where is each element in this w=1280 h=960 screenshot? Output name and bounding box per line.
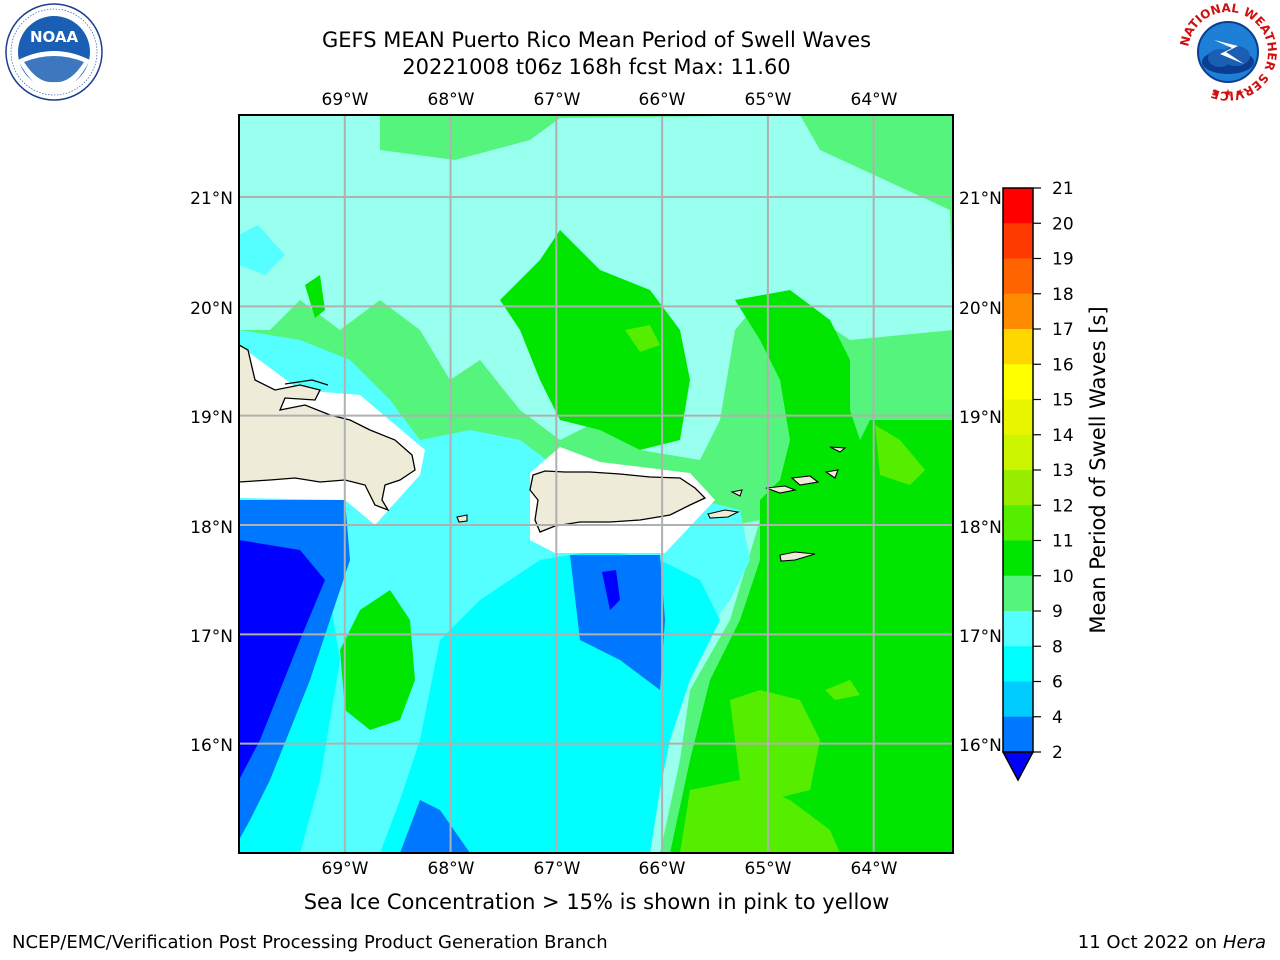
lon-label-bottom: 67°W: [534, 859, 581, 879]
footer-date: 11 Oct 2022 on Hera: [1078, 932, 1266, 953]
colorbar-extend-arrow: [1001, 751, 1035, 782]
map-subtitle: 20221008 t06z 168h fcst Max: 11.60: [402, 55, 791, 79]
colorbar-swatch: [1003, 646, 1033, 682]
lat-label-left: 16°N: [190, 736, 233, 756]
lat-label-right: 16°N: [959, 736, 1002, 756]
lon-label-top: 64°W: [851, 90, 898, 110]
map-frame: [238, 114, 954, 854]
colorbar-tick-label: 6: [1052, 673, 1063, 693]
colorbar-tick-label: 2: [1052, 743, 1063, 763]
colorbar-swatch: [1003, 258, 1033, 295]
colorbar-tick-label: 12: [1052, 496, 1074, 516]
map-gridlines: [239, 115, 953, 853]
colorbar-tick-label: 11: [1052, 532, 1074, 552]
colorbar-swatch: [1003, 540, 1033, 577]
lon-labels-bottom: 69°W 68°W 67°W 66°W 65°W 64°W: [322, 859, 898, 879]
lat-labels-left: 21°N 20°N 19°N 18°N 17°N 16°N: [190, 189, 233, 756]
colorbar-swatch: [1003, 505, 1033, 541]
footer-date-text: 11 Oct 2022 on: [1077, 932, 1223, 953]
lat-labels-right: 21°N 20°N 19°N 18°N 17°N 16°N: [959, 189, 1002, 756]
lat-label-right: 19°N: [959, 408, 1002, 428]
colorbar-tick-label: 9: [1052, 602, 1063, 622]
colorbar-tick-label: 20: [1052, 214, 1074, 234]
colorbar-swatch: [1003, 434, 1033, 471]
lat-label-left: 19°N: [190, 408, 233, 428]
lon-label-bottom: 64°W: [851, 859, 898, 879]
footer-credit: NCEP/EMC/Verification Post Processing Pr…: [12, 932, 608, 953]
colorbar-swatch: [1003, 716, 1033, 753]
colorbar-tick-label: 13: [1052, 461, 1074, 481]
colorbar-tick-label: 14: [1052, 426, 1074, 446]
lon-label-bottom: 69°W: [322, 859, 369, 879]
colorbar-tick-label: 17: [1052, 320, 1074, 340]
lat-label-right: 18°N: [959, 518, 1002, 538]
colorbar: 21 20 19 18 17 16 15 14 13 12 11 10 9 8 6 4 2 Mean Perio…: [1001, 179, 1110, 782]
nws-logo: NATIONAL WEATHER SERVICE ★ ★ ★: [1176, 0, 1280, 104]
lat-label-left: 21°N: [190, 189, 233, 209]
colorbar-swatch: [1003, 293, 1033, 330]
colorbar-swatch: [1003, 575, 1033, 612]
lon-label-bottom: 65°W: [745, 859, 792, 879]
colorbar-tick-label: 21: [1052, 179, 1074, 199]
colorbar-swatch: [1003, 188, 1033, 224]
footer-host: Hera: [1222, 932, 1266, 953]
lat-label-left: 20°N: [190, 299, 233, 319]
lon-label-bottom: 66°W: [639, 859, 686, 879]
svg-text:★ ★ ★: ★ ★ ★: [1211, 88, 1244, 99]
colorbar-tick-label: 18: [1052, 285, 1074, 305]
colorbar-swatch: [1003, 611, 1033, 647]
lat-label-left: 18°N: [190, 518, 233, 538]
colorbar-tick-label: 4: [1052, 708, 1063, 728]
lat-label-left: 17°N: [190, 627, 233, 647]
lat-label-right: 21°N: [959, 189, 1002, 209]
colorbar-tick-label: 15: [1052, 391, 1074, 411]
lon-label-top: 68°W: [428, 90, 475, 110]
colorbar-tick-label: 8: [1052, 637, 1063, 657]
colorbar-tick-label: 19: [1052, 250, 1074, 270]
noaa-logo-text: NOAA: [30, 28, 79, 46]
colorbar-swatch: [1003, 399, 1033, 436]
colorbar-label: Mean Period of Swell Waves [s]: [1086, 306, 1110, 633]
colorbar-swatch: [1003, 329, 1033, 365]
sea-ice-caption: Sea Ice Concentration > 15% is shown in …: [303, 890, 890, 914]
noaa-logo: NOAA: [4, 2, 104, 102]
lon-label-top: 67°W: [534, 90, 581, 110]
colorbar-tick-label: 10: [1052, 567, 1074, 587]
hispaniola-land: [239, 344, 416, 512]
lat-label-right: 20°N: [959, 299, 1002, 319]
colorbar-swatch: [1003, 364, 1033, 400]
colorbar-swatch: [1003, 470, 1033, 506]
map-title: GEFS MEAN Puerto Rico Mean Period of Swe…: [321, 28, 872, 52]
lon-label-top: 66°W: [639, 90, 686, 110]
lat-label-right: 17°N: [959, 627, 1002, 647]
lon-label-top: 69°W: [322, 90, 369, 110]
colorbar-tick-label: 16: [1052, 355, 1074, 375]
lon-label-top: 65°W: [745, 90, 792, 110]
colorbar-swatch: [1003, 223, 1033, 259]
lon-labels-top: 69°W 68°W 67°W 66°W 65°W 64°W: [322, 90, 898, 110]
colorbar-swatch: [1003, 681, 1033, 718]
swell-period-field: [239, 115, 953, 853]
lon-label-bottom: 68°W: [428, 859, 475, 879]
